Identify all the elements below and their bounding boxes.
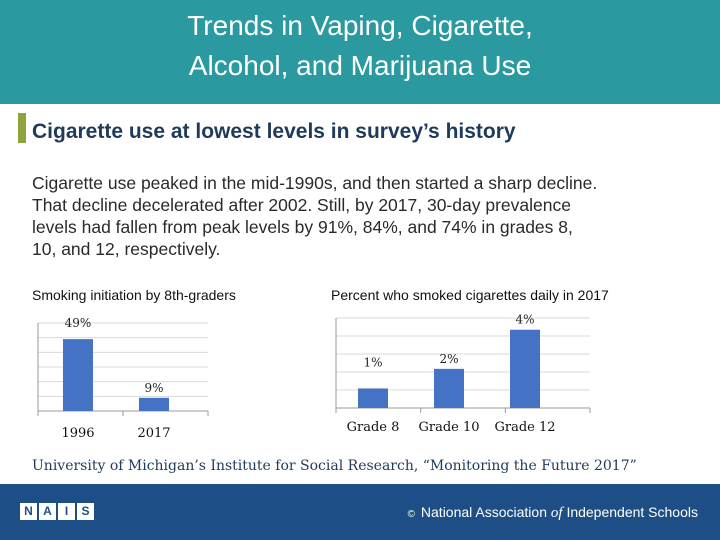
title-banner: Trends in Vaping, Cigarette, Alcohol, an… xyxy=(0,0,720,104)
category-label: 2017 xyxy=(137,426,170,441)
category-label: Grade 12 xyxy=(494,420,555,435)
category-label: Grade 8 xyxy=(347,420,400,435)
org-name-of: of xyxy=(550,505,563,521)
subtitle-accent-bar xyxy=(18,113,26,143)
source-citation: University of Michigan’s Institute for S… xyxy=(32,458,637,474)
organization-name: © National Association of Independent Sc… xyxy=(408,504,698,522)
body-line: levels had fallen from peak levels by 91… xyxy=(32,217,573,237)
footer-bar: N A I S © National Association of Indepe… xyxy=(0,484,720,540)
org-name-part: National Association xyxy=(420,504,547,520)
data-label: 9% xyxy=(144,381,163,395)
bar xyxy=(358,388,388,408)
body-line: 10, and 12, respectively. xyxy=(32,239,221,259)
section-subtitle: Cigarette use at lowest levels in survey… xyxy=(32,120,516,143)
bar xyxy=(510,329,540,408)
logo-letter: N xyxy=(20,503,37,520)
bar xyxy=(434,368,464,408)
page-title-line2: Alcohol, and Marijuana Use xyxy=(188,50,532,81)
body-line: Cigarette use peaked in the mid-1990s, a… xyxy=(32,173,598,193)
org-name-part: Independent Schools xyxy=(566,504,698,520)
nais-logo: N A I S xyxy=(20,503,94,520)
logo-letter: A xyxy=(39,503,56,520)
category-label: Grade 10 xyxy=(418,420,479,435)
data-label: 2% xyxy=(439,352,458,366)
copyright-symbol: © xyxy=(407,509,416,520)
data-label: 1% xyxy=(363,355,382,369)
data-label: 49% xyxy=(65,316,92,330)
category-label: 1996 xyxy=(61,426,94,441)
data-label: 4% xyxy=(515,313,534,327)
body-line: That decline decelerated after 2002. Sti… xyxy=(32,195,571,215)
bar xyxy=(63,339,93,411)
logo-letter: S xyxy=(77,503,94,520)
logo-letter: I xyxy=(58,503,75,520)
right-chart-title: Percent who smoked cigarettes daily in 2… xyxy=(331,287,609,303)
page-title-line1: Trends in Vaping, Cigarette, xyxy=(187,10,533,41)
left-chart-title: Smoking initiation by 8th-graders xyxy=(32,287,236,303)
body-paragraph: Cigarette use peaked in the mid-1990s, a… xyxy=(32,172,702,260)
bar xyxy=(139,397,169,411)
